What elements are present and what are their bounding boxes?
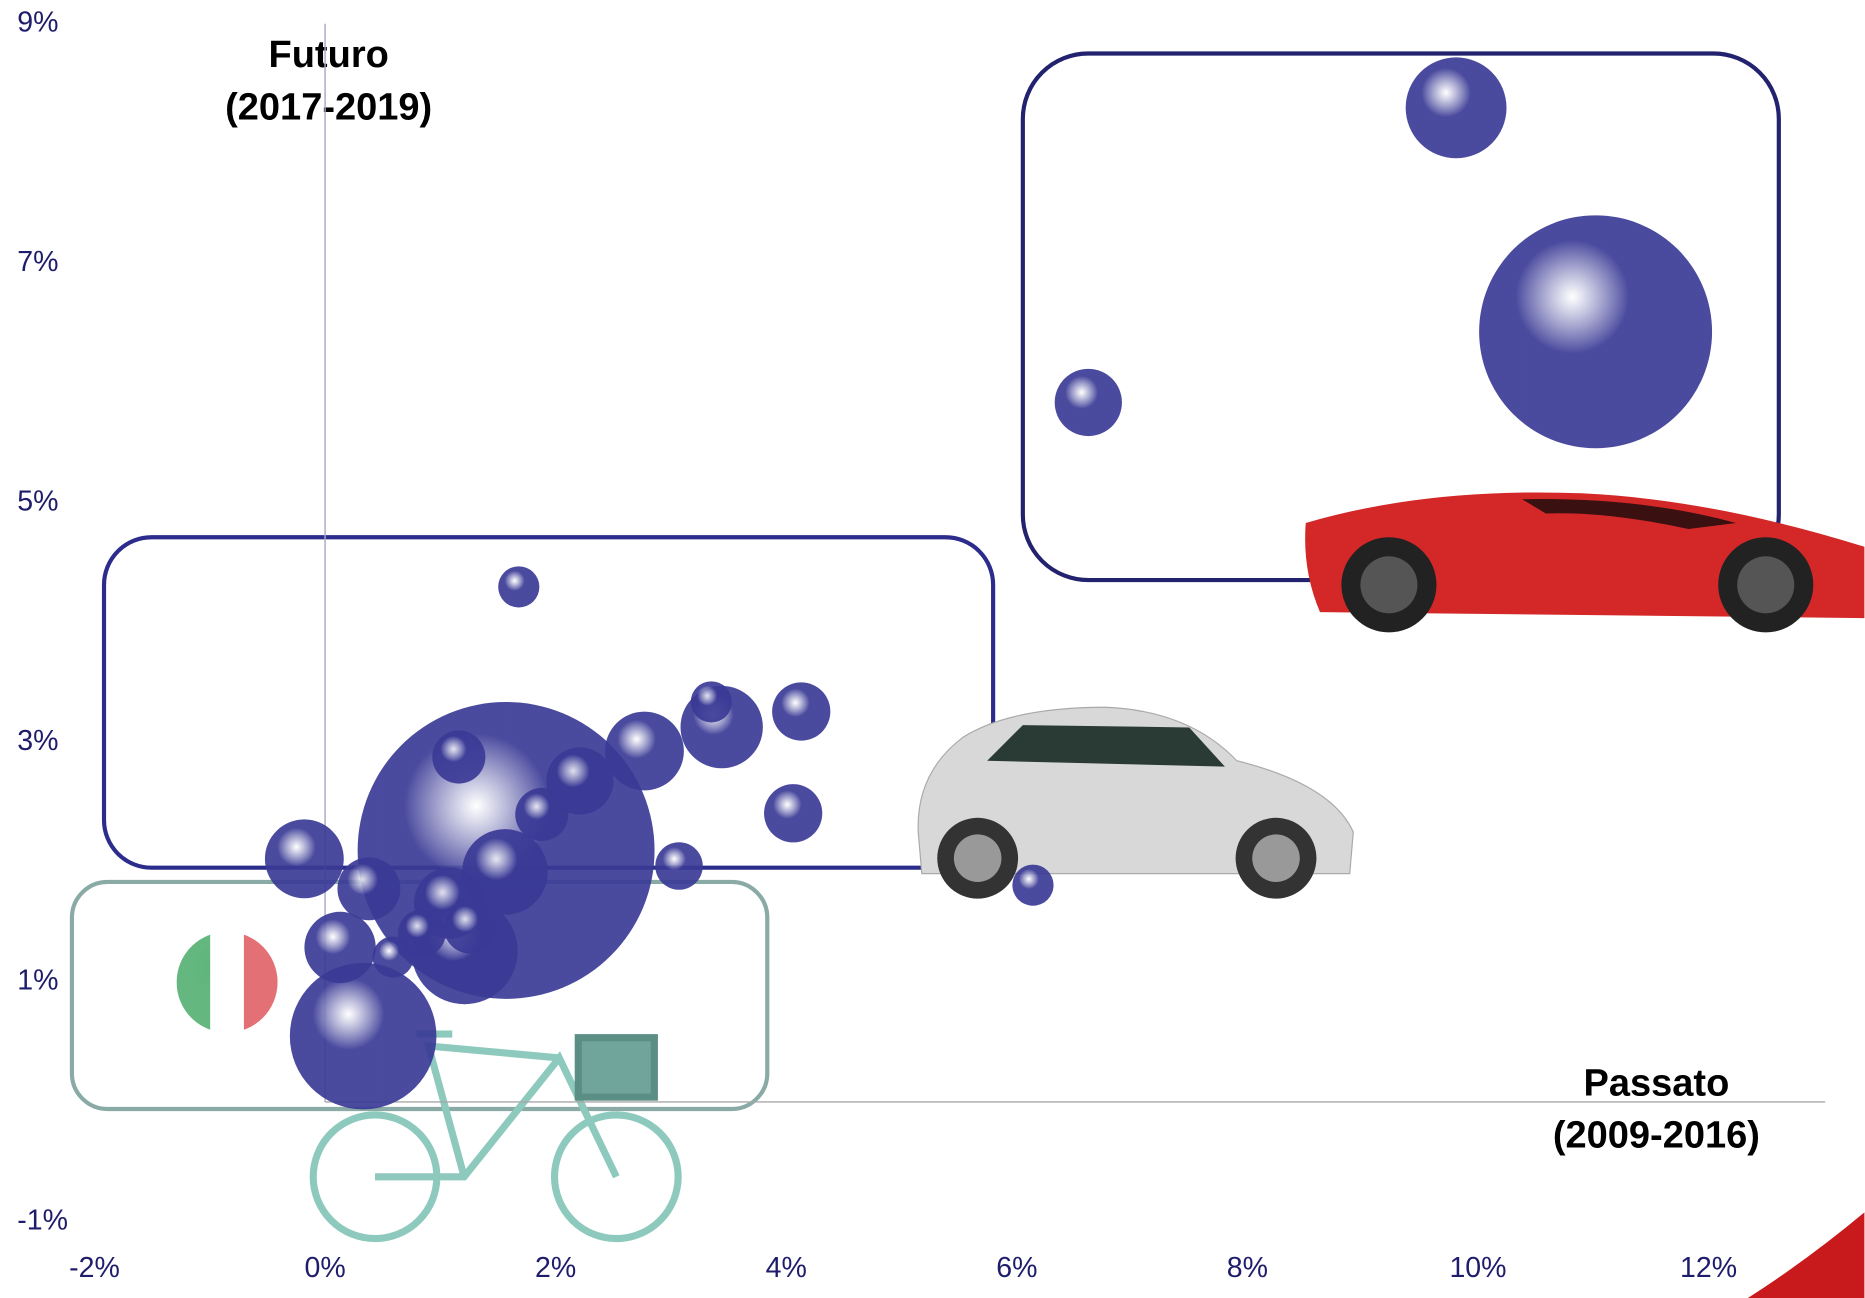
bubble [655, 842, 703, 890]
bubble [304, 911, 376, 984]
x-tick-label: 10% [1449, 1252, 1506, 1284]
bubble [498, 566, 540, 608]
y-axis-label: (2017-2019) [225, 86, 432, 128]
x-axis-label: Passato [1583, 1062, 1729, 1104]
y-tick-label: 5% [17, 486, 58, 518]
bubble [264, 819, 344, 899]
y-tick-label: -1% [17, 1204, 68, 1236]
red-car [1305, 492, 1865, 633]
bubble [764, 784, 823, 843]
bubble [1012, 864, 1054, 906]
bubble [432, 730, 486, 784]
x-tick-label: -2% [69, 1252, 120, 1284]
bubble [515, 787, 569, 842]
x-axis-label: (2009-2016) [1553, 1115, 1760, 1157]
bubble [1054, 368, 1122, 437]
y-axis-label: Futuro [268, 34, 388, 76]
bubble [546, 747, 614, 815]
bubble [690, 681, 732, 723]
x-tick-label: 2% [535, 1252, 576, 1284]
bubble [289, 962, 437, 1110]
x-tick-label: 4% [766, 1252, 807, 1284]
bubble [605, 711, 684, 791]
y-tick-label: 3% [17, 725, 58, 757]
bubble [772, 682, 831, 741]
corner-accent [1747, 1212, 1865, 1298]
y-tick-label: 9% [17, 6, 58, 38]
bubble [443, 900, 497, 954]
white-car [917, 706, 1354, 899]
bubble [1479, 215, 1713, 449]
bubble [372, 936, 414, 978]
bubble [337, 857, 401, 921]
x-tick-label: 6% [996, 1252, 1037, 1284]
y-tick-label: 7% [17, 246, 58, 278]
x-tick-label: 0% [304, 1252, 345, 1284]
bubble [176, 931, 278, 1033]
x-tick-label: 12% [1680, 1252, 1737, 1284]
bubble [1405, 57, 1507, 159]
x-tick-label: 8% [1227, 1252, 1268, 1284]
decorations [69, 51, 1865, 1298]
y-tick-label: 1% [17, 965, 58, 997]
bubble [398, 909, 446, 957]
